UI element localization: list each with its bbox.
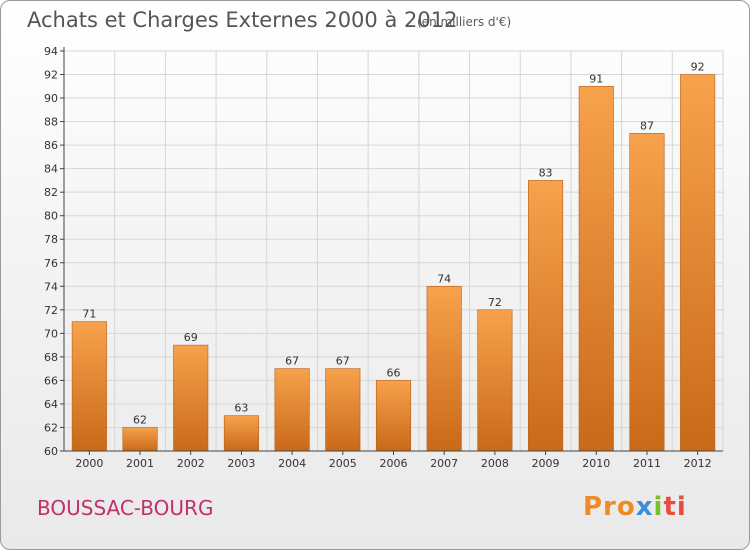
x-tick-label: 2001 — [126, 457, 154, 470]
data-label: 91 — [589, 72, 603, 85]
x-tick-label: 2008 — [481, 457, 509, 470]
x-tick-label: 2007 — [430, 457, 458, 470]
y-tick-label: 88 — [44, 116, 58, 129]
logo-part-3: i — [653, 492, 664, 522]
x-tick-label: 2003 — [227, 457, 255, 470]
y-tick-label: 86 — [44, 139, 58, 152]
bar-2003 — [223, 415, 259, 452]
data-label: 69 — [184, 331, 198, 344]
data-label: 83 — [539, 166, 553, 179]
data-label: 74 — [437, 272, 451, 285]
chart-title: Achats et Charges Externes 2000 à 2012 — [27, 8, 458, 32]
data-label: 72 — [488, 296, 502, 309]
bar-2008 — [477, 309, 513, 452]
data-label: 66 — [387, 366, 401, 379]
bar-2011 — [629, 133, 665, 452]
x-tick-label: 2012 — [684, 457, 712, 470]
bar-2004 — [274, 368, 310, 452]
data-label: 67 — [336, 355, 350, 368]
data-label: 67 — [285, 355, 299, 368]
y-tick-label: 84 — [44, 163, 58, 176]
logo-part-2: x — [635, 492, 654, 522]
data-label: 71 — [82, 308, 96, 321]
data-label: 62 — [133, 413, 147, 426]
y-tick-label: 68 — [44, 351, 58, 364]
commune-name: BOUSSAC-BOURG — [37, 496, 214, 520]
bar-2007 — [426, 285, 462, 452]
x-tick-label: 2000 — [75, 457, 103, 470]
y-tick-label: 66 — [44, 374, 58, 387]
y-tick-label: 82 — [44, 186, 58, 199]
x-tick-label: 2005 — [329, 457, 357, 470]
x-tick-label: 2009 — [532, 457, 560, 470]
bar-2005 — [325, 368, 361, 452]
proxiti-logo[interactable]: Proxiti — [583, 492, 687, 522]
bar-2009 — [528, 180, 564, 452]
data-label: 87 — [640, 119, 654, 132]
x-tick-label: 2006 — [380, 457, 408, 470]
y-tick-label: 74 — [44, 280, 58, 293]
y-tick-label: 60 — [44, 445, 58, 458]
x-tick-label: 2011 — [633, 457, 661, 470]
bar-2001 — [122, 427, 158, 452]
bar-2000 — [71, 321, 107, 452]
bar-2010 — [578, 85, 614, 452]
x-tick-label: 2002 — [177, 457, 205, 470]
y-tick-label: 62 — [44, 421, 58, 434]
axes: 60 62 64 66 68 70 72 74 76 78 80 82 84 86 88 90 92 94 2000… — [44, 45, 723, 470]
y-tick-label: 80 — [44, 210, 58, 223]
y-tick-label: 72 — [44, 304, 58, 317]
y-tick-label: 70 — [44, 327, 58, 340]
bars: 71 62 69 63 67 67 66 74 72 83 91 87 92 — [71, 61, 716, 452]
data-label: 63 — [234, 402, 248, 415]
y-tick-label: 78 — [44, 233, 58, 246]
bar-2002 — [173, 344, 209, 452]
logo-part-1: Pro — [583, 492, 636, 522]
bar-2012 — [680, 74, 716, 452]
x-tick-label: 2004 — [278, 457, 306, 470]
y-tick-label: 90 — [44, 92, 58, 105]
data-label: 92 — [691, 61, 705, 74]
y-tick-label: 64 — [44, 398, 58, 411]
logo-part-4: ti — [663, 492, 687, 522]
y-tick-label: 94 — [44, 45, 58, 58]
bar-2006 — [375, 380, 412, 452]
y-tick-label: 92 — [44, 69, 58, 82]
x-tick-label: 2010 — [582, 457, 610, 470]
chart-subtitle: (en milliers d'€) — [417, 15, 512, 29]
y-tick-label: 76 — [44, 257, 58, 270]
